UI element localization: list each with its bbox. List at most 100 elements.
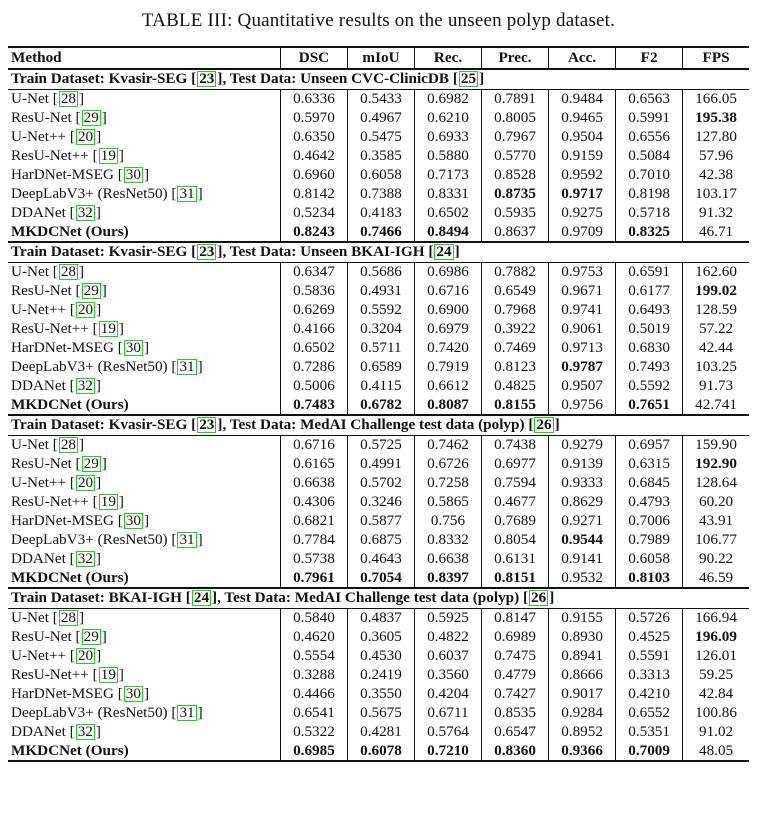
section-header-text: , Test Data: Unseen CVC-ClinicDB — [222, 70, 453, 88]
metric-cell-acc: 0.9592 — [548, 165, 617, 185]
metric-cell-prec: 0.4677 — [481, 492, 550, 512]
method-name: ResU-Net++ — [11, 147, 93, 164]
metric-cell-acc: 0.8629 — [548, 492, 617, 512]
method-cell: DDANet [32] — [8, 203, 281, 223]
citation-link[interactable]: 30 — [123, 165, 143, 183]
metric-cell-rec: 0.7462 — [414, 435, 483, 455]
metric-cell-dsc: 0.3288 — [280, 665, 348, 685]
citation-link[interactable]: 28 — [58, 90, 79, 108]
citation-link[interactable]: 29 — [81, 628, 101, 646]
metric-cell-fps: 43.91 — [698, 511, 734, 529]
citation-link[interactable]: 23 — [197, 243, 217, 261]
metric-cell-miou: 0.4991 — [347, 454, 416, 474]
citation-link[interactable]: 20 — [75, 301, 96, 319]
table-row: DDANet [32] 0.5006 0.4115 0.6612 0.4825 0.950… — [8, 376, 749, 396]
method-name: MKDCNet (Ours) — [11, 395, 129, 413]
metric-cell-dsc: 0.8243 — [280, 222, 348, 244]
citation-link[interactable]: 32 — [75, 722, 95, 740]
method-cell: ResU-Net++ [19] — [8, 319, 281, 339]
citation-link[interactable]: 26 — [534, 416, 554, 434]
method-cell: HarDNet-MSEG [30] — [8, 511, 281, 531]
metric-cell-dsc: 0.7961 — [280, 568, 348, 590]
metric-cell-rec: 0.5880 — [414, 146, 483, 166]
metric-cell-fps: 195.38 — [695, 109, 737, 127]
metric-cell-f2: 0.8198 — [615, 184, 684, 204]
citation-link[interactable]: 19 — [98, 147, 118, 164]
method-cell: U-Net++ [20] — [8, 473, 281, 493]
section-header-row: Train Dataset: Kvasir-SEG [23], Test Dat… — [8, 414, 749, 436]
metric-cell-prec: 0.8005 — [481, 108, 550, 128]
metric-cell-rec: 0.5925 — [414, 608, 483, 628]
citation-link[interactable]: 24 — [191, 589, 212, 607]
citation-link[interactable]: 29 — [81, 282, 101, 300]
citation-link[interactable]: 23 — [197, 416, 217, 434]
metric-cell-rec: 0.6979 — [414, 319, 483, 339]
metric-cell-prec: 0.8155 — [481, 395, 550, 417]
metric-cell-acc: 0.9671 — [548, 281, 617, 301]
metric-cell-fps: 106.77 — [695, 530, 737, 548]
metric-cell-rec: 0.6612 — [414, 376, 483, 396]
table-row: DeepLabV3+ (ResNet50) [31] 0.8142 0.7388 0.… — [8, 184, 749, 204]
metric-cell-fps: 100.86 — [695, 703, 737, 721]
citation-link[interactable]: 32 — [75, 203, 95, 221]
metric-cell-rec: 0.6933 — [414, 127, 483, 147]
metric-cell-miou: 0.5675 — [347, 703, 416, 723]
metric-cell-fps: 46.59 — [682, 568, 749, 590]
section-header: Train Dataset: BKAI-IGH [24], Test Data:… — [8, 587, 749, 609]
method-cell: U-Net [28] — [8, 89, 281, 109]
metric-cell-dsc: 0.6716 — [280, 435, 348, 455]
method-name: U-Net — [11, 90, 53, 108]
metric-cell-dsc: 0.6638 — [280, 473, 348, 493]
citation-link[interactable]: 31 — [177, 357, 197, 375]
method-name: ResU-Net++ — [11, 493, 93, 511]
metric-cell-dsc: 0.5836 — [280, 281, 348, 301]
method-name: DeepLabV3+ (ResNet50) — [11, 530, 172, 548]
metric-cell-prec: 0.7438 — [481, 435, 550, 455]
citation-link[interactable]: 20 — [75, 128, 96, 146]
citation-link[interactable]: 31 — [177, 530, 197, 548]
citation-link[interactable]: 29 — [81, 109, 101, 127]
section-header: Train Dataset: Kvasir-SEG [23], Test Dat… — [8, 414, 749, 436]
citation-link[interactable]: 23 — [197, 70, 217, 88]
citation-link[interactable]: 26 — [529, 589, 549, 607]
citation-link[interactable]: 29 — [81, 455, 101, 473]
citation-link[interactable]: 30 — [123, 511, 143, 529]
section-header-text: Train Dataset: Kvasir-SEG — [11, 70, 192, 88]
citation-link[interactable]: 19 — [98, 493, 118, 511]
citation-link[interactable]: 32 — [75, 549, 95, 567]
citation-link[interactable]: 19 — [98, 320, 118, 338]
citation-link[interactable]: 31 — [177, 703, 197, 721]
table-body: Train Dataset: Kvasir-SEG [23], Test Dat… — [8, 69, 749, 763]
citation-link[interactable]: 24 — [434, 243, 454, 261]
metric-cell-fps: 162.60 — [695, 263, 737, 281]
metric-cell-rec: 0.6210 — [414, 108, 483, 128]
method-name: HarDNet-MSEG — [11, 165, 118, 183]
metric-cell-dsc: 0.4620 — [280, 627, 348, 647]
metric-cell-fps: 48.05 — [682, 741, 749, 763]
metric-cell-f2: 0.6563 — [615, 89, 684, 109]
metric-cell-f2: 0.6058 — [615, 549, 684, 569]
citation-link[interactable]: 30 — [123, 684, 143, 702]
metric-cell-prec: 0.3922 — [481, 319, 550, 339]
method-name: U-Net — [11, 436, 53, 454]
metric-cell-miou: 0.7466 — [347, 222, 416, 244]
table-row: HarDNet-MSEG [30] 0.6821 0.5877 0.756 0.7689… — [8, 511, 749, 531]
citation-link[interactable]: 28 — [58, 609, 79, 627]
citation-link[interactable]: 28 — [58, 436, 79, 454]
citation-link[interactable]: 31 — [177, 184, 197, 202]
citation-link[interactable]: 30 — [123, 338, 143, 356]
metric-cell-acc: 0.9017 — [548, 684, 617, 704]
metric-cell-acc: 0.9544 — [548, 530, 617, 550]
metric-cell-rec: 0.7919 — [414, 357, 483, 377]
citation-link[interactable]: 20 — [75, 647, 96, 665]
citation-link[interactable]: 19 — [98, 666, 118, 684]
metric-cell-miou: 0.4931 — [347, 281, 416, 301]
table-row: ResU-Net [29] 0.5970 0.4967 0.6210 0.8005 0.9… — [8, 108, 749, 128]
citation-link[interactable]: 28 — [58, 263, 79, 281]
metric-cell-fps: 57.22 — [698, 320, 734, 338]
metric-cell-rec: 0.7420 — [414, 338, 483, 358]
citation-link[interactable]: 25 — [458, 70, 479, 88]
metric-cell-fps: 159.90 — [695, 436, 737, 454]
citation-link[interactable]: 20 — [75, 474, 96, 492]
citation-link[interactable]: 32 — [75, 376, 95, 394]
